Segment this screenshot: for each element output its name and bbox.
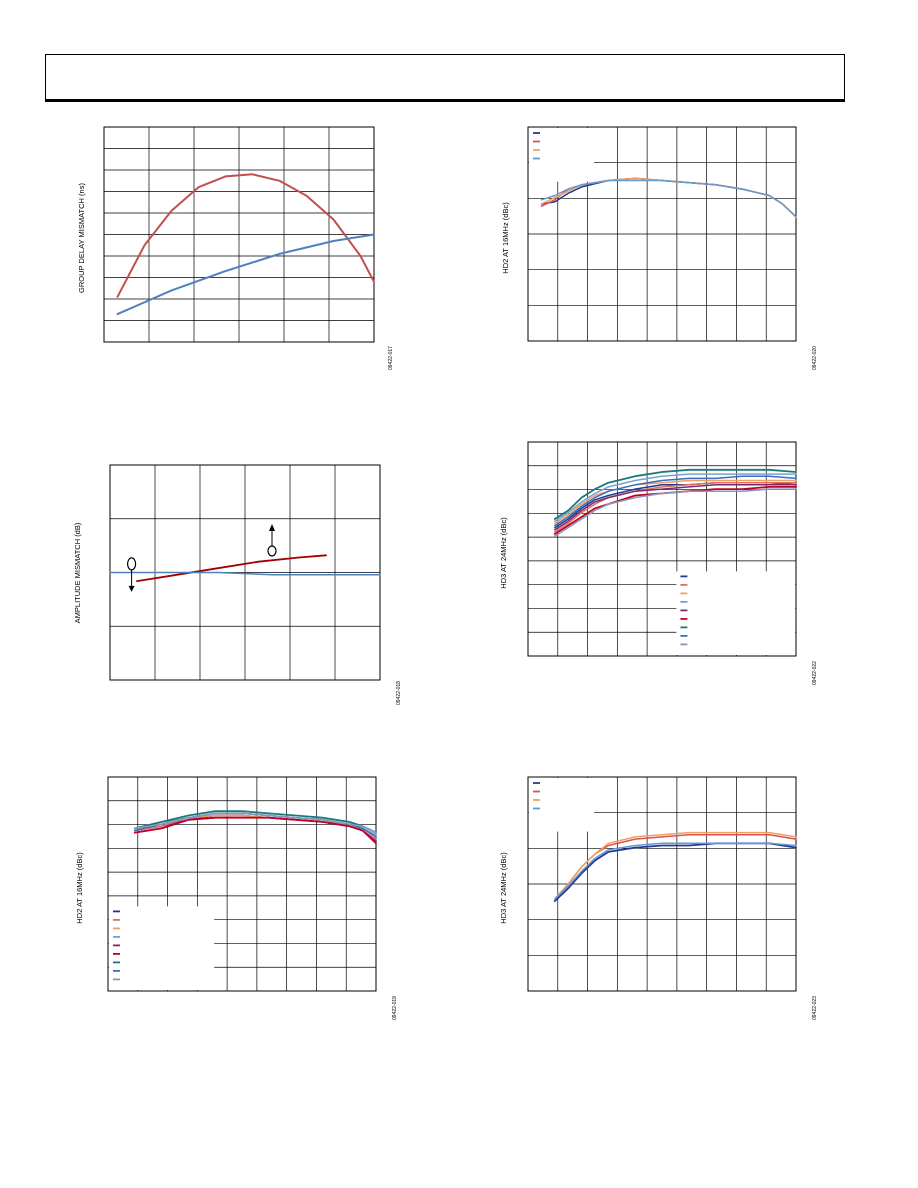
series-line <box>540 179 797 218</box>
chart-svg-hd3-bottom-right: HD3 AT 24MHz (dBc) 09422-023 <box>499 776 818 1020</box>
chart-panel-hd2-bottom-left: HD2 AT 16MHz (dBc) 09422-019 <box>70 770 410 1030</box>
y-axis-label: HD3 AT 24MHz (dBc) <box>499 517 508 589</box>
chart-svg-amplitude-mismatch: AMPLITUDE MISMATCH (dB) 09422-018 <box>73 464 402 705</box>
y-axis-label: AMPLITUDE MISMATCH (dB) <box>73 522 82 623</box>
chart-panel-amplitude-mismatch: AMPLITUDE MISMATCH (dB) 09422-018 <box>70 455 410 715</box>
marker-arrowhead-up <box>269 524 275 531</box>
series-line <box>554 842 797 900</box>
figure-code: 09422-019 <box>392 996 398 1020</box>
series-line <box>554 473 797 522</box>
chart-panel-hd3-middle-right: HD3 AT 24MHz (dBc) 09422-022 <box>490 435 830 695</box>
chart-svg-group-delay: GROUP DELAY MISMATCH (ns) 09422-017 <box>77 126 394 370</box>
series-line <box>109 571 381 576</box>
marker-arrowhead-down <box>128 585 135 592</box>
series-line <box>554 481 797 533</box>
figure-code: 09422-020 <box>812 346 818 370</box>
chart-svg-hd2-bottom-left: HD2 AT 16MHz (dBc) 09422-019 <box>75 776 398 1020</box>
y-axis-label: HD2 AT 16MHz (dBc) <box>501 202 510 274</box>
series-line <box>133 810 377 834</box>
series-line <box>554 831 797 900</box>
series-line <box>554 488 797 537</box>
figure-code: 09422-018 <box>396 681 402 705</box>
series-line <box>136 554 327 582</box>
legend-box <box>676 571 795 655</box>
series-line <box>553 486 797 535</box>
series-line <box>134 812 377 834</box>
series-line <box>116 233 375 316</box>
series-line <box>554 475 797 527</box>
y-axis-label: HD2 AT 16MHz (dBc) <box>75 852 84 924</box>
legend-box <box>529 128 594 182</box>
legend-box <box>109 906 215 990</box>
series-line <box>554 484 797 531</box>
series-line <box>553 468 797 520</box>
y-axis-label: GROUP DELAY MISMATCH (ns) <box>77 183 86 293</box>
figure-code: 09422-022 <box>812 661 818 685</box>
figure-code: 09422-023 <box>812 996 818 1020</box>
chart-panel-group-delay: GROUP DELAY MISMATCH (ns) 09422-017 <box>70 120 410 380</box>
legend-box <box>529 778 594 832</box>
chart-svg-hd2-top-right: HD2 AT 16MHz (dBc) 09422-020 <box>501 126 818 370</box>
series-line <box>133 816 377 845</box>
chart-svg-hd3-middle-right: HD3 AT 24MHz (dBc) 09422-022 <box>499 441 818 685</box>
y-axis-label: HD3 AT 24MHz (dBc) <box>499 852 508 924</box>
series-line <box>116 173 375 298</box>
figure-code: 09422-017 <box>388 346 394 370</box>
chart-panel-hd3-bottom-right: HD3 AT 24MHz (dBc) 09422-023 <box>490 770 830 1030</box>
chart-panel-hd2-top-right: HD2 AT 16MHz (dBc) 09422-020 <box>490 120 830 380</box>
page-header-box <box>45 54 845 102</box>
series-line <box>554 479 797 525</box>
